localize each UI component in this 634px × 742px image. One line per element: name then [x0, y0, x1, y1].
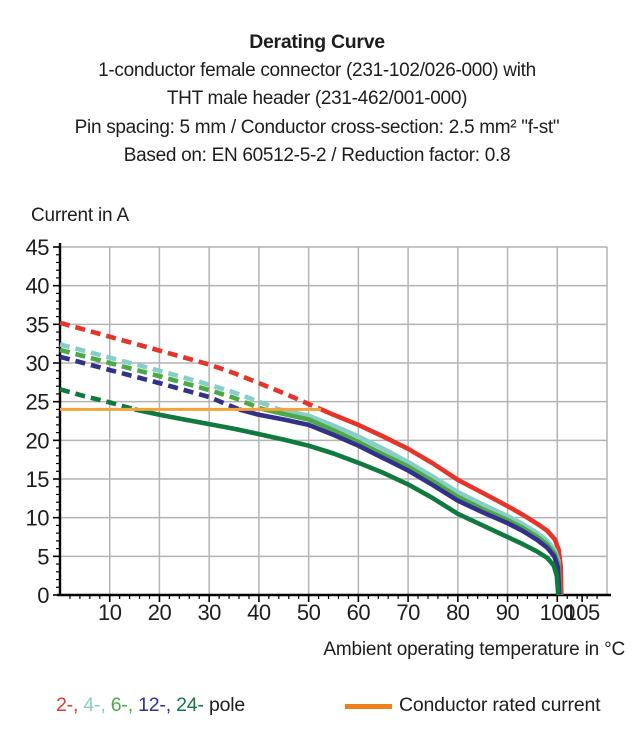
y-tick-label: 35	[26, 312, 50, 337]
y-axis-title: Current in A	[31, 205, 129, 226]
x-tick-label: 100	[540, 600, 575, 625]
y-tick-label: 0	[37, 583, 49, 608]
legend-pole-part: 24-	[176, 694, 209, 716]
y-tick-label: 5	[37, 544, 49, 569]
subtitle-line-header: THT male header (231-462/001-000)	[166, 88, 468, 109]
y-tick-label: 15	[26, 467, 50, 492]
y-tick-label: 40	[26, 274, 50, 299]
x-tick-label: 105	[565, 600, 600, 625]
subtitle-line-pin-spacing: Pin spacing: 5 mm / Conductor cross-sect…	[74, 116, 560, 138]
legend-pole-part: 4-,	[83, 694, 111, 716]
legend-pole-part: 6-,	[110, 694, 139, 716]
subtitle-line-connector: 1-conductor female connector (231-102/02…	[98, 59, 536, 81]
y-tick-label: 10	[26, 506, 50, 531]
x-tick-label: 80	[446, 600, 470, 625]
x-tick-label: 70	[396, 600, 420, 625]
curve-4-pole-solid	[278, 407, 563, 596]
x-tick-label: 60	[347, 600, 371, 625]
y-tick-label: 20	[26, 428, 50, 453]
y-tick-label: 30	[26, 351, 50, 376]
legend: 2-, 4-, 6-, 12-, 24- pole Conductor rate…	[0, 692, 634, 726]
curve-4-pole-dashed	[59, 342, 280, 412]
x-tick-label: 10	[98, 600, 122, 625]
y-tick-label: 25	[26, 390, 50, 415]
curve-2-pole-solid	[320, 407, 564, 596]
curve-6-pole-dashed	[59, 347, 265, 412]
curve-12-pole-solid	[238, 407, 562, 596]
y-tick-label: 45	[26, 235, 50, 260]
subtitle-line-standard: Based on: EN 60512-5-2 / Reduction facto…	[123, 145, 511, 166]
x-tick-label: 30	[197, 600, 221, 625]
chart-title-block: Derating Curve 1-conductor female connec…	[0, 28, 634, 171]
x-tick-label: 90	[496, 600, 520, 625]
curve-2-pole-dashed	[59, 320, 323, 412]
curve-12-pole-dashed	[59, 354, 240, 412]
legend-pole-part: 2-,	[56, 694, 84, 716]
x-tick-label: 40	[247, 600, 271, 625]
rated-current-swatch	[345, 704, 392, 709]
rated-current-label: Conductor rated current	[399, 694, 601, 716]
legend-pole-text: 2-, 4-, 6-, 12-, 24- pole	[56, 694, 245, 717]
page-title: Derating Curve	[249, 31, 385, 53]
curve-24-pole-dashed	[59, 387, 136, 412]
legend-pole-part: 12-,	[138, 694, 177, 716]
x-tick-label: 20	[148, 600, 172, 625]
curve-24-pole-solid	[134, 407, 561, 596]
legend-rated-current: Conductor rated current	[345, 694, 601, 717]
legend-pole-part: pole	[208, 694, 246, 716]
x-axis-title: Ambient operating temperature in °C	[323, 639, 625, 660]
x-tick-label: 50	[297, 600, 321, 625]
